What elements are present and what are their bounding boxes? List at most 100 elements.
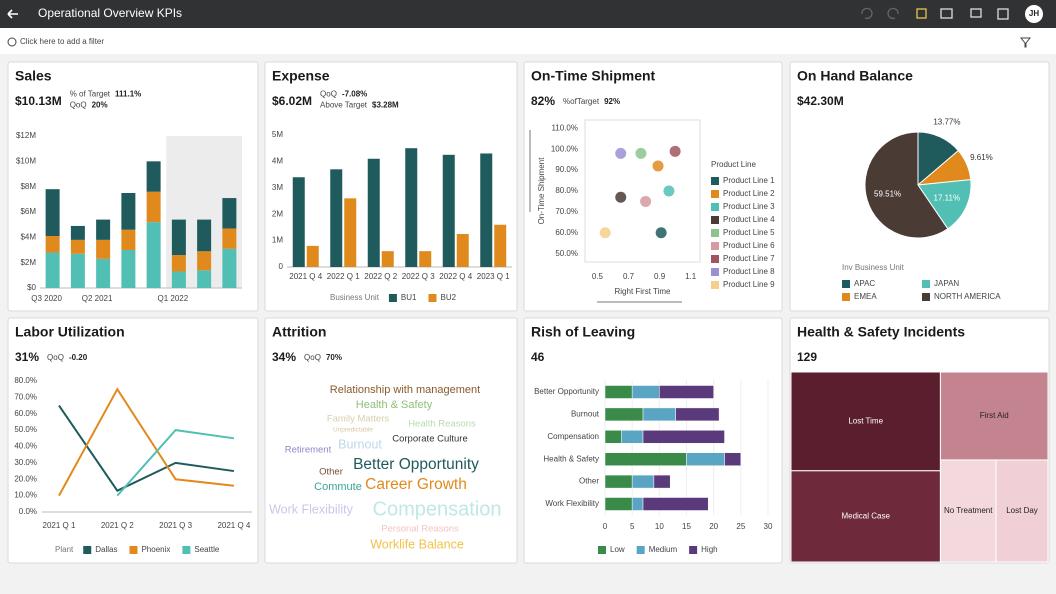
bar xyxy=(344,198,357,267)
legend-swatch xyxy=(711,255,719,263)
legend-swatch xyxy=(711,242,719,250)
back-button[interactable] xyxy=(7,9,18,19)
y-tick-label: 2M xyxy=(272,209,283,218)
metric-label: %ofTarget xyxy=(563,97,600,106)
y-tick-label: 4M xyxy=(272,157,283,166)
pie-slice xyxy=(917,179,972,230)
legend-label: Product Line 2 xyxy=(723,189,775,198)
x-tick-label: 0.7 xyxy=(623,272,635,281)
metric-value: 20% xyxy=(92,101,108,110)
pie-slice xyxy=(864,131,949,239)
legend-swatch xyxy=(428,294,437,302)
bar xyxy=(367,158,380,267)
line-series xyxy=(116,429,235,497)
page-title: Operational Overview KPIs xyxy=(38,6,182,20)
bar-segment xyxy=(686,452,725,466)
bar-segment xyxy=(222,228,237,249)
scatter-point xyxy=(615,191,627,203)
word: Relationship with management xyxy=(330,384,480,396)
x-tick-label: 2022 Q 3 xyxy=(402,272,435,281)
y-tick-label: 0.0% xyxy=(19,507,37,516)
legend-label: EMEA xyxy=(854,292,877,301)
x-tick-label: 2021 Q 4 xyxy=(217,521,250,530)
bar-segment xyxy=(197,251,212,271)
kpi-value: 82% xyxy=(531,94,555,108)
add-filter-icon[interactable] xyxy=(7,37,17,47)
legend-label: Medium xyxy=(649,545,678,554)
treemap-cell xyxy=(939,371,1049,461)
panel-title: Labor Utilization xyxy=(15,324,125,340)
x-tick-label: 2021 Q 3 xyxy=(159,521,192,530)
bar-segment xyxy=(642,430,725,444)
toolbar-icons xyxy=(861,7,1009,20)
x-tick-label: 0 xyxy=(603,522,608,531)
word: Personal Reasons xyxy=(381,524,459,535)
word: Commute xyxy=(314,481,362,493)
legend-swatch xyxy=(842,293,850,301)
x-tick-label: 5 xyxy=(630,522,635,531)
x-tick-label: 2021 Q 4 xyxy=(289,272,322,281)
bar-segment xyxy=(604,407,644,422)
panel-title: On-Time Shipment xyxy=(531,68,656,84)
scatter-point xyxy=(652,160,664,172)
filter-icon[interactable] xyxy=(1019,37,1032,48)
legend-label: Seattle xyxy=(194,545,219,554)
bar-segment xyxy=(642,407,676,422)
export-button[interactable] xyxy=(997,8,1009,20)
comment-button[interactable] xyxy=(970,8,982,18)
bar xyxy=(442,154,455,267)
legend-swatch xyxy=(83,546,92,554)
y-tick-label: 110.0% xyxy=(551,123,578,132)
y-tick-label: 40.0% xyxy=(14,442,37,451)
metric-label: Above Target xyxy=(320,101,368,110)
slice-label: 17.11% xyxy=(934,194,961,203)
panel-title: Health & Safety Incidents xyxy=(797,324,965,340)
legend-swatch xyxy=(922,280,930,288)
bar-segment xyxy=(96,239,111,259)
bar-segment xyxy=(631,474,655,489)
filter-bar[interactable] xyxy=(0,28,1056,54)
metric-label: QoQ xyxy=(70,101,87,110)
cell-label: First Aid xyxy=(980,411,1009,420)
y-tick-label: $0 xyxy=(27,283,36,292)
legend-swatch xyxy=(598,546,606,554)
metric-value: $3.28M xyxy=(372,101,399,110)
y-tick-label: 90.0% xyxy=(555,165,578,174)
bar-segment xyxy=(96,258,111,288)
legend-swatch xyxy=(636,546,645,554)
y-tick-label: $8M xyxy=(20,182,36,191)
x-tick-label: 15 xyxy=(682,522,691,531)
metric-value: 111.1% xyxy=(115,90,141,99)
x-tick-label: 2022 Q 4 xyxy=(439,272,472,281)
slice-label: 59.51% xyxy=(874,189,901,198)
scatter-point xyxy=(655,227,667,239)
bar xyxy=(456,234,469,267)
legend-label: BU1 xyxy=(401,293,417,302)
legend-label: NORTH AMERICA xyxy=(934,292,1001,301)
cell-label: No Treatment xyxy=(944,506,993,515)
y-tick-label: $6M xyxy=(20,207,36,216)
legend-label: Product Line 3 xyxy=(723,202,775,211)
bar-segment xyxy=(604,385,633,399)
user-avatar[interactable] xyxy=(1025,5,1043,23)
x-tick-label: 30 xyxy=(764,522,773,531)
y-tick-label: 10.0% xyxy=(14,491,37,500)
edit-button[interactable] xyxy=(916,8,927,19)
y-tick-label: Health & Safety xyxy=(543,454,599,463)
legend-title: Product Line xyxy=(711,160,756,169)
x-tick-label: 25 xyxy=(736,522,745,531)
y-tick-label: Better Opportunity xyxy=(534,387,599,396)
redo-button[interactable] xyxy=(887,7,899,20)
filter-placeholder[interactable]: Click here to add a filter xyxy=(20,37,104,46)
bar xyxy=(405,148,418,267)
present-button[interactable] xyxy=(940,8,953,19)
kpi-value: $10.13M xyxy=(15,94,62,108)
y-tick-label: $10M xyxy=(16,156,36,165)
bar-segment xyxy=(222,198,237,229)
undo-button[interactable] xyxy=(861,7,873,20)
scatter-point xyxy=(663,185,675,197)
legend-title: Inv Business Unit xyxy=(842,263,905,272)
bar xyxy=(330,169,343,267)
legend-title: Plant xyxy=(55,545,74,554)
cell-label: Medical Case xyxy=(841,512,890,521)
